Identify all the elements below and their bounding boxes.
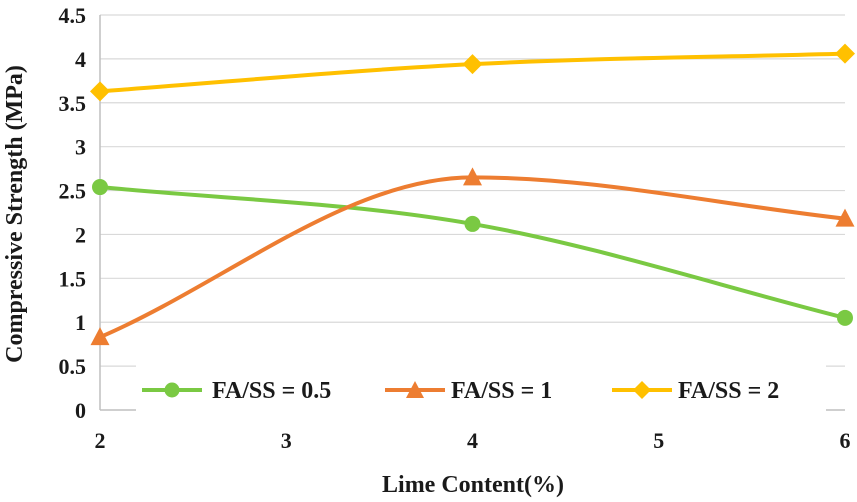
y-tick-label: 0.5 xyxy=(59,354,87,379)
data-point-fa-ss-0-5-1 xyxy=(464,215,481,232)
legend-item-fa-ss-2: FA/SS = 2 xyxy=(612,378,779,404)
x-tick-label: 5 xyxy=(653,428,664,453)
x-tick-label: 2 xyxy=(95,428,106,453)
data-point-fa-ss-2-2 xyxy=(835,43,855,64)
y-tick-label: 1 xyxy=(75,310,86,335)
y-axis-ticks: 0 0.5 1 1.5 2 2.5 3 3.5 4 4.5 xyxy=(59,3,87,423)
x-tick-label: 4 xyxy=(467,428,478,453)
legend: FA/SS = 0.5 FA/SS = 1 FA/SS = 2 xyxy=(136,362,826,420)
y-tick-label: 2.5 xyxy=(59,179,87,204)
y-tick-label: 2 xyxy=(75,222,86,247)
data-point-fa-ss-0-5-2 xyxy=(837,309,853,326)
y-tick-label: 1.5 xyxy=(59,266,87,291)
data-point-fa-ss-2-1 xyxy=(462,54,483,75)
y-tick-label: 4.5 xyxy=(59,3,87,28)
y-tick-label: 3 xyxy=(75,135,86,160)
y-tick-label: 0 xyxy=(75,398,86,423)
series-fa-ss-0-5 xyxy=(92,179,853,326)
legend-box xyxy=(136,362,826,420)
legend-marker-diamond-icon xyxy=(633,381,651,399)
y-axis-title: Compressive Strength (MPa) xyxy=(2,65,28,363)
data-point-fa-ss-1-0 xyxy=(90,327,110,346)
legend-label-fa-ss-0-5: FA/SS = 0.5 xyxy=(212,378,331,404)
grid-lines xyxy=(100,14,845,367)
data-point-fa-ss-2-0 xyxy=(90,81,110,102)
series-fa-ss-1 xyxy=(90,167,855,346)
x-axis-ticks: 2 3 4 5 6 xyxy=(95,428,851,453)
legend-label-fa-ss-1: FA/SS = 1 xyxy=(451,378,552,404)
legend-item-fa-ss-0-5: FA/SS = 0.5 xyxy=(142,378,331,404)
x-tick-label: 6 xyxy=(840,428,851,453)
legend-label-fa-ss-2: FA/SS = 2 xyxy=(678,378,779,404)
y-tick-label: 4 xyxy=(75,47,86,72)
series-fa-ss-2 xyxy=(90,43,855,102)
data-point-fa-ss-0-5-0 xyxy=(92,179,108,196)
y-tick-label: 3.5 xyxy=(59,91,87,116)
axes xyxy=(99,15,845,411)
x-axis-title: Lime Content(%) xyxy=(382,472,564,498)
series-line-fa-ss-0-5 xyxy=(98,185,847,320)
legend-marker-triangle-icon xyxy=(406,381,424,398)
series-group xyxy=(90,43,855,346)
series-line-fa-ss-1 xyxy=(98,175,847,340)
legend-item-fa-ss-1: FA/SS = 1 xyxy=(385,378,552,404)
legend-marker-circle-icon xyxy=(164,382,180,398)
data-point-fa-ss-1-2 xyxy=(835,208,855,227)
data-point-fa-ss-1-1 xyxy=(463,167,482,186)
x-tick-label: 3 xyxy=(281,428,292,453)
